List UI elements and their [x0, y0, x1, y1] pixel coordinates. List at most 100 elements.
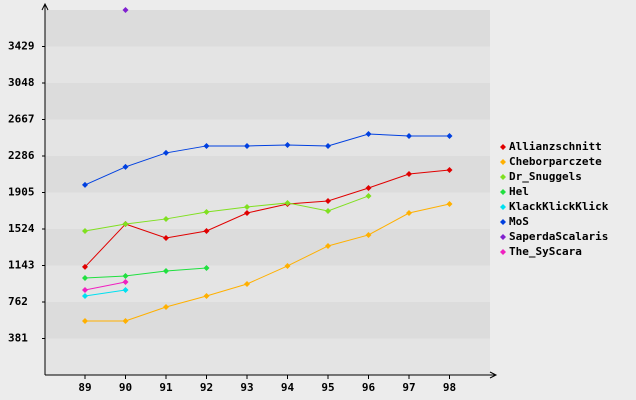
x-tick-label: 93 — [240, 381, 253, 394]
data-point — [203, 292, 210, 299]
grid-band — [45, 156, 490, 193]
data-point — [122, 278, 129, 285]
data-point — [244, 280, 250, 287]
y-axis-arrow — [41, 2, 49, 11]
data-point — [122, 7, 129, 13]
data-point — [284, 141, 291, 148]
x-tick-label: 91 — [159, 381, 173, 394]
data-point — [325, 242, 331, 249]
data-point — [203, 208, 210, 215]
series-line — [84, 169, 450, 268]
data-point — [284, 199, 291, 206]
data-point — [122, 163, 129, 170]
x-tick-label: 97 — [402, 381, 415, 394]
legend-marker — [500, 249, 506, 255]
legend-label: Cheborparczete — [509, 155, 602, 168]
data-point — [446, 132, 453, 139]
legend-marker — [500, 189, 506, 195]
data-point — [163, 149, 169, 156]
legend-marker — [500, 144, 506, 150]
x-tick-label: 92 — [200, 381, 213, 394]
data-point — [122, 287, 129, 294]
y-tick-label: 1143 — [8, 259, 35, 272]
data-point — [163, 215, 169, 222]
data-point — [203, 264, 210, 271]
data-point — [325, 142, 331, 149]
legend-label: Dr_Snuggels — [509, 170, 582, 183]
data-point — [244, 142, 250, 149]
data-point — [82, 181, 88, 188]
data-point — [122, 221, 129, 228]
data-point — [365, 192, 372, 199]
series-line — [84, 281, 126, 291]
data-point — [82, 228, 88, 235]
data-point — [82, 292, 88, 299]
data-point — [365, 130, 372, 137]
legend-label: Allianzschnitt — [509, 140, 602, 153]
x-tick-label: 89 — [78, 381, 91, 394]
data-point — [446, 200, 453, 207]
y-tick-label: 3048 — [8, 76, 35, 89]
data-point — [244, 210, 250, 217]
data-point — [82, 263, 88, 270]
x-tick-label: 94 — [281, 381, 295, 394]
legend-label: SaperdaScalaris — [509, 230, 608, 243]
legend-label: MoS — [509, 215, 529, 228]
legend-marker — [500, 174, 506, 180]
x-tick-label: 95 — [321, 381, 334, 394]
grid-band — [45, 46, 490, 83]
grid-band — [45, 302, 490, 339]
legend-marker — [500, 234, 506, 240]
plot-bands — [45, 10, 490, 375]
data-point — [446, 166, 453, 173]
y-tick-label: 762 — [8, 295, 28, 308]
data-point — [163, 267, 169, 274]
y-tick-label: 1524 — [8, 222, 35, 235]
grid-band — [45, 338, 490, 375]
legend-label: The_SyScara — [509, 245, 582, 258]
series-line — [84, 289, 126, 297]
data-point — [122, 272, 129, 279]
x-axis-arrow — [489, 371, 498, 379]
data-point — [203, 228, 210, 235]
data-point — [82, 317, 88, 324]
data-point — [365, 184, 372, 191]
series-line — [84, 195, 369, 232]
data-point — [406, 171, 412, 178]
series-line — [84, 133, 450, 186]
grid-band — [45, 265, 490, 302]
legend-label: KlackKlickKlick — [509, 200, 609, 213]
data-point — [325, 207, 331, 214]
grid-band — [45, 229, 490, 266]
y-tick-label: 2667 — [8, 113, 35, 126]
series-line — [85, 203, 450, 322]
series-line — [84, 267, 207, 279]
data-point — [284, 262, 291, 269]
legend-marker — [500, 159, 506, 165]
y-tick-label: 2286 — [8, 149, 35, 162]
grid-band — [45, 83, 490, 120]
data-point — [325, 198, 331, 205]
data-point — [406, 210, 412, 217]
y-tick-label: 1905 — [8, 186, 35, 199]
x-tick-label: 90 — [119, 381, 132, 394]
legend-label: Hel — [509, 185, 529, 198]
data-point — [203, 142, 210, 149]
x-tick-label: 96 — [362, 381, 376, 394]
legend-marker — [500, 204, 506, 210]
grid-band — [45, 192, 490, 229]
data-point — [365, 231, 372, 238]
data-point — [406, 132, 412, 139]
data-point — [244, 203, 250, 210]
y-tick-label: 3429 — [8, 40, 35, 53]
data-point — [82, 274, 88, 281]
y-tick-label: 381 — [8, 332, 28, 345]
data-point — [82, 287, 88, 294]
x-tick-label: 98 — [443, 381, 456, 394]
data-point — [163, 235, 169, 242]
data-point — [163, 303, 169, 310]
data-point — [122, 317, 129, 324]
grid-band — [45, 119, 490, 156]
